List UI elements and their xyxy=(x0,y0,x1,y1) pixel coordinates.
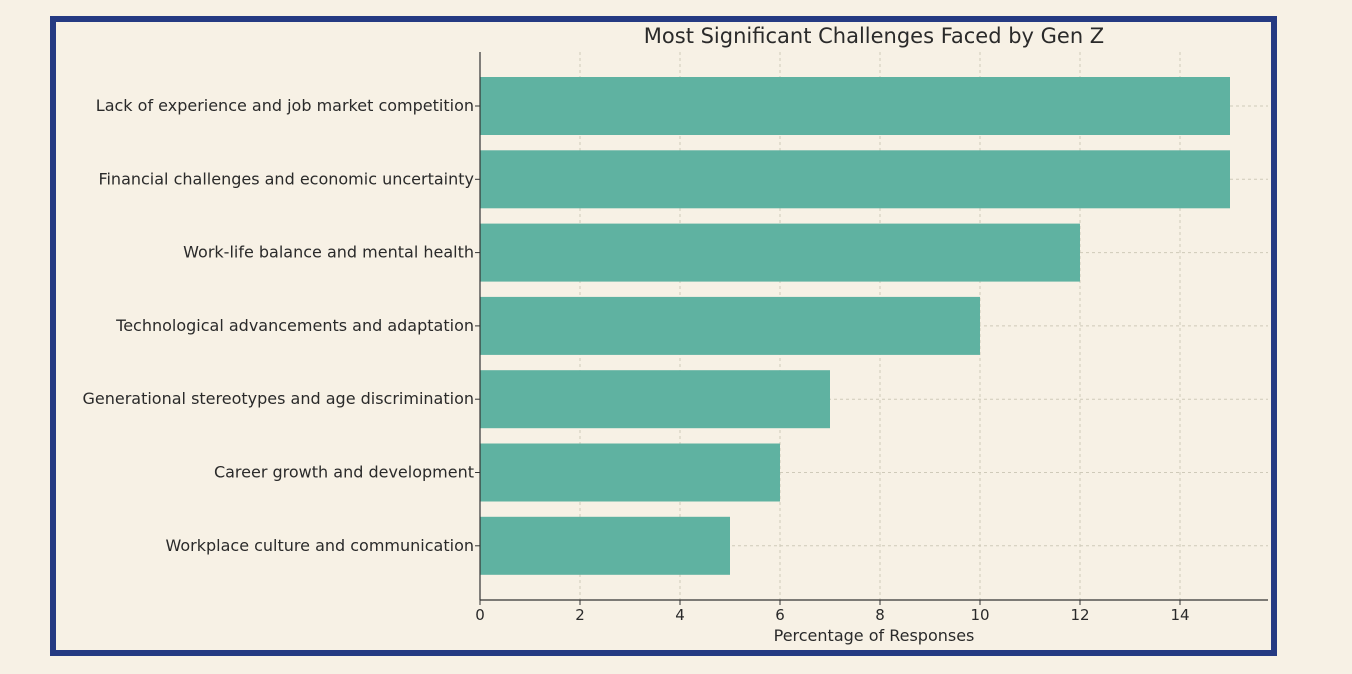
y-tick-label: Technological advancements and adaptatio… xyxy=(115,316,474,335)
x-tick-label: 4 xyxy=(675,606,685,624)
bar xyxy=(480,150,1230,209)
y-tick-label: Financial challenges and economic uncert… xyxy=(98,169,474,188)
y-tick-label: Generational stereotypes and age discrim… xyxy=(82,389,474,408)
bar xyxy=(480,516,730,575)
bar xyxy=(480,223,1080,282)
bars-layer xyxy=(480,77,1230,575)
x-tick-label: 8 xyxy=(875,606,885,624)
x-tick-label: 0 xyxy=(475,606,485,624)
chart-title: Most Significant Challenges Faced by Gen… xyxy=(644,24,1104,48)
x-tick-layer: 0 2 4 6 8 10 12 14 xyxy=(475,600,1190,624)
x-tick-label: 14 xyxy=(1170,606,1189,624)
y-tick-label: Workplace culture and communication xyxy=(165,536,474,555)
x-tick-label: 10 xyxy=(970,606,989,624)
y-tick-layer: Lack of experience and job market compet… xyxy=(82,96,480,555)
bar xyxy=(480,370,830,429)
x-tick-label: 12 xyxy=(1070,606,1089,624)
x-tick-label: 2 xyxy=(575,606,585,624)
bar xyxy=(480,77,1230,135)
bar xyxy=(480,296,980,355)
y-tick-label: Lack of experience and job market compet… xyxy=(96,96,474,115)
y-tick-label: Work-life balance and mental health xyxy=(183,243,474,262)
bar xyxy=(480,443,780,502)
y-tick-label: Career growth and development xyxy=(214,463,474,482)
x-tick-label: 6 xyxy=(775,606,785,624)
x-axis-label: Percentage of Responses xyxy=(774,626,975,645)
